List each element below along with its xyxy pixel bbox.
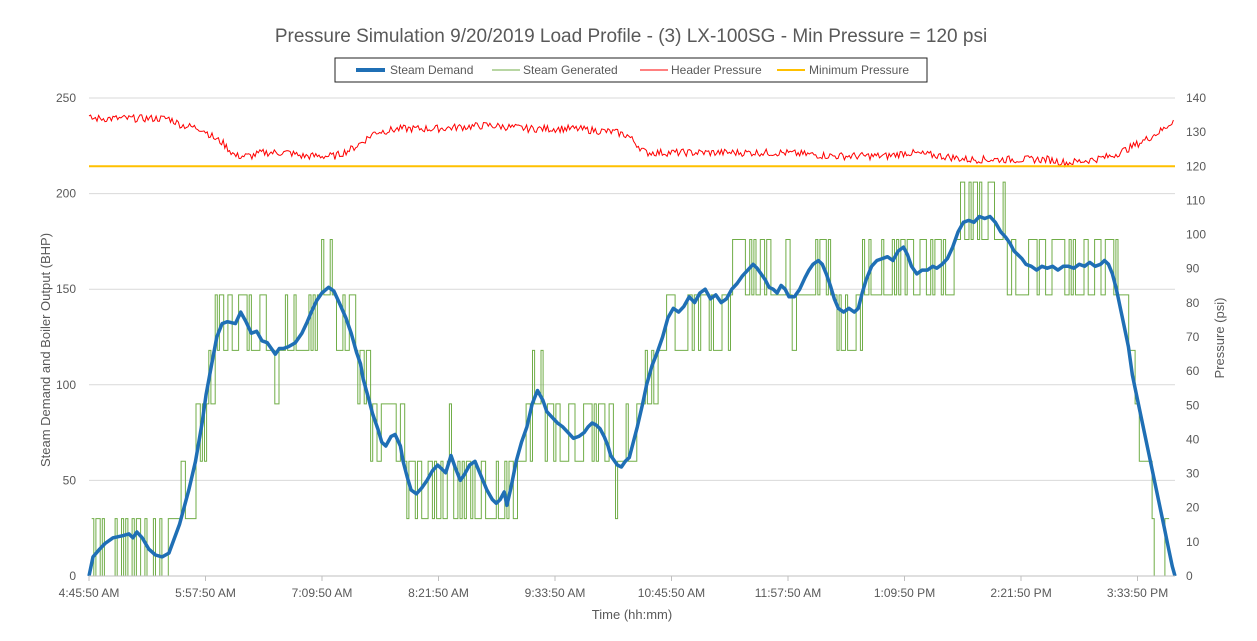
x-tick-label: 1:09:50 PM [874, 586, 935, 600]
x-tick-label: 5:57:50 AM [175, 586, 236, 600]
legend-label-minimum-pressure: Minimum Pressure [809, 63, 909, 77]
gridlines [89, 97, 1175, 481]
y-tick-label: 200 [56, 187, 76, 201]
y-tick-label: 250 [56, 91, 76, 105]
y2-tick-label: 50 [1186, 398, 1200, 412]
legend-label-steam-demand: Steam Demand [390, 63, 473, 77]
y-axis-left-title: Steam Demand and Boiler Output (BHP) [38, 233, 53, 467]
y2-tick-label: 20 [1186, 501, 1200, 515]
y-axis-left-ticks: 0 50 100 150 200 250 [56, 91, 76, 583]
header-pressure-series [88, 113, 1174, 168]
x-tick-label: 8:21:50 AM [408, 586, 469, 600]
y2-tick-label: 110 [1186, 193, 1205, 207]
y2-tick-label: 40 [1186, 432, 1200, 446]
y2-tick-label: 90 [1186, 262, 1200, 276]
y2-tick-label: 130 [1186, 125, 1206, 139]
x-tick-label: 7:09:50 AM [292, 586, 353, 600]
y-tick-label: 150 [56, 282, 76, 296]
legend-box [334, 57, 928, 83]
y2-tick-label: 140 [1186, 91, 1206, 105]
y-tick-label: 100 [56, 378, 76, 392]
x-tick-label: 2:21:50 PM [990, 586, 1051, 600]
y2-tick-label: 120 [1186, 159, 1206, 173]
y-axis-right-title: Pressure (psi) [1212, 298, 1227, 379]
y2-tick-label: 100 [1186, 228, 1206, 242]
y2-tick-label: 10 [1186, 535, 1200, 549]
x-tick-label: 11:57:50 AM [755, 586, 822, 600]
x-tick-label: 10:45:50 AM [638, 586, 705, 600]
y2-tick-label: 80 [1186, 296, 1200, 310]
x-axis-ticks: 4:45:50 AM 5:57:50 AM 7:09:50 AM 8:21:50 AM… [59, 576, 1168, 600]
y2-tick-label: 70 [1186, 330, 1200, 344]
chart-title: Pressure Simulation 9/20/2019 Load Profi… [275, 26, 987, 47]
y-axis-right-ticks: 0 10 20 30 40 50 60 70 80 90 100 110 120 130 140 [1186, 91, 1206, 583]
y-tick-label: 0 [69, 569, 76, 583]
y2-tick-label: 60 [1186, 364, 1200, 378]
y2-tick-label: 30 [1186, 467, 1200, 481]
y-tick-label: 50 [63, 473, 77, 487]
x-tick-label: 9:33:50 AM [525, 586, 586, 600]
legend-label-steam-generated: Steam Generated [523, 63, 618, 77]
x-tick-label: 3:33:50 PM [1107, 586, 1168, 600]
header-pressure-line [88, 113, 1174, 168]
x-axis-title: Time (hh:mm) [592, 607, 672, 622]
legend-label-header-pressure: Header Pressure [671, 63, 762, 77]
legend: Steam Demand Steam Generated Header Pres… [334, 57, 928, 83]
x-tick-label: 4:45:50 AM [59, 586, 120, 600]
steam-demand-series [87, 214, 1177, 577]
y2-tick-label: 0 [1186, 569, 1193, 583]
steam-demand-line [87, 214, 1177, 577]
